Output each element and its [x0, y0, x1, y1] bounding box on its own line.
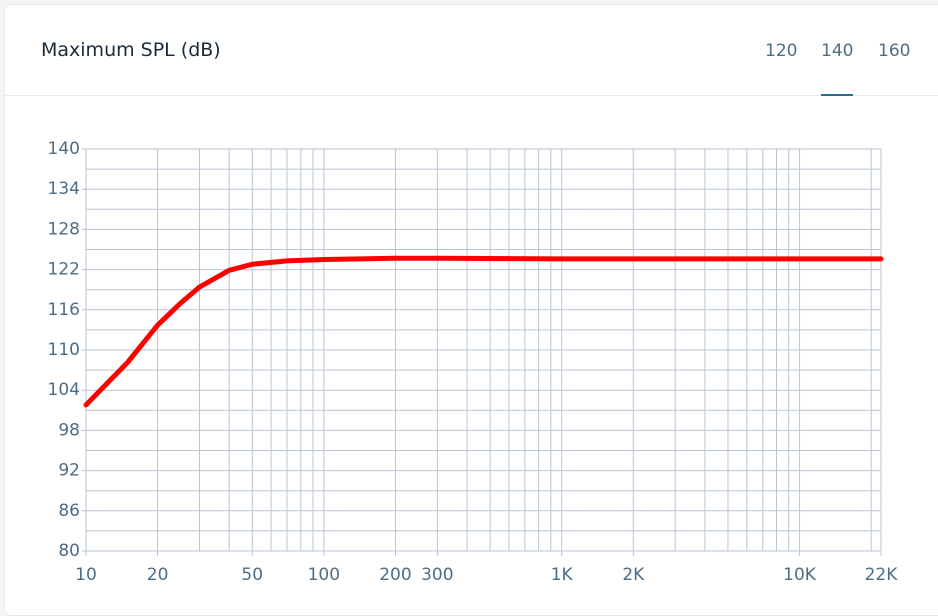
active-tab-underline: [821, 94, 853, 96]
x-tick-label: 300: [421, 565, 453, 585]
y-tick-label: 116: [48, 300, 80, 320]
x-tick-label: 10K: [783, 565, 817, 585]
x-tick-label: 200: [379, 565, 411, 585]
data-line: [83, 255, 884, 408]
separator: [5, 95, 938, 96]
x-tick-label: 50: [241, 565, 263, 585]
x-tick-label: 10: [75, 565, 97, 585]
tab[interactable]: 160: [878, 41, 911, 61]
y-tick-label: 122: [48, 260, 80, 280]
y-tick-label: 140: [48, 139, 80, 159]
x-tick-label: 1K: [551, 565, 574, 585]
y-tick-label: 110: [48, 340, 80, 360]
y-tick-label: 92: [58, 461, 80, 481]
x-tick-label: 100: [308, 565, 340, 585]
chart: 80 86 92 98 104 110 116 122 128 134 140 10 20 50 100 20…: [48, 94, 899, 585]
y-tick-label: 86: [58, 501, 80, 521]
y-tick-label: 98: [58, 420, 80, 440]
y-tick-label: 104: [48, 380, 80, 400]
x-tick-label: 22K: [865, 565, 899, 585]
x-tick-label: 2K: [622, 565, 645, 585]
tab[interactable]: 120: [765, 41, 798, 61]
y-tick-label: 80: [58, 541, 80, 561]
y-tick-label: 128: [48, 219, 80, 239]
tab[interactable]: 140: [821, 41, 854, 61]
title: Maximum SPL (dB): [41, 39, 221, 61]
page: Maximum SPL (dB) 120 140 160 80 86 92 98 104…: [4, 4, 938, 616]
y-tick-label: 134: [48, 179, 80, 199]
x-tick-label: 20: [147, 565, 169, 585]
